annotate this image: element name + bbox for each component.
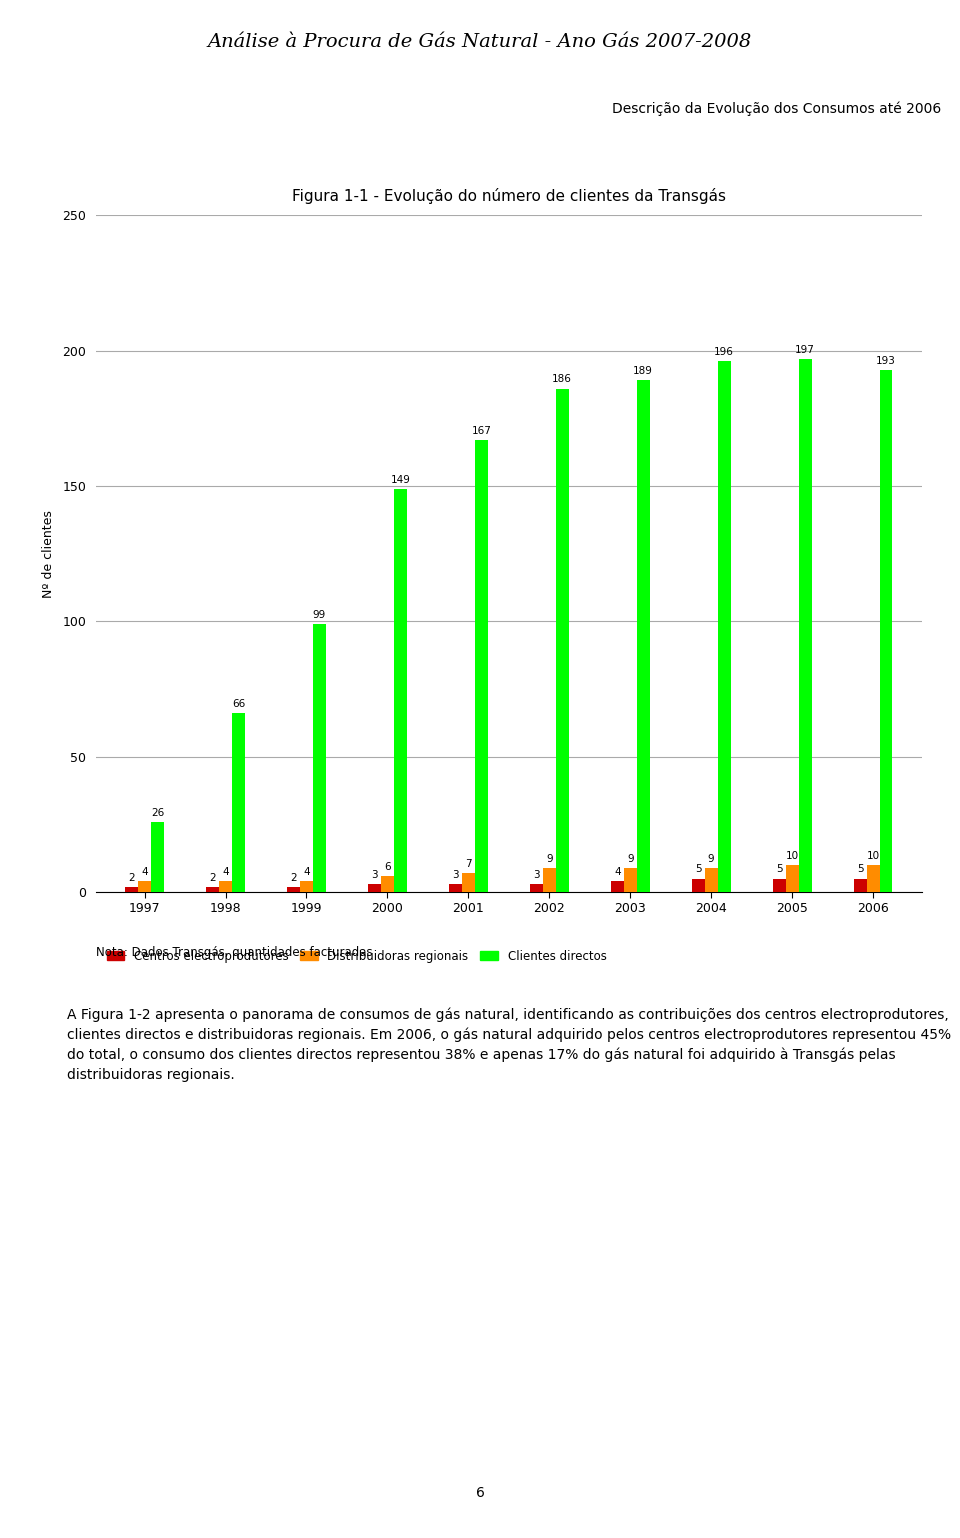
Text: 6: 6	[475, 1486, 485, 1500]
Text: 4: 4	[614, 867, 620, 877]
Bar	[219, 881, 232, 892]
Bar	[368, 884, 381, 892]
Text: 4: 4	[141, 867, 148, 877]
Text: 3: 3	[372, 871, 377, 880]
Text: 5: 5	[856, 864, 863, 875]
Text: 167: 167	[471, 426, 492, 435]
Bar	[624, 867, 636, 892]
Text: 99: 99	[313, 611, 326, 620]
Bar	[853, 878, 867, 892]
Bar	[611, 881, 624, 892]
Bar	[313, 624, 325, 892]
Text: 3: 3	[533, 871, 540, 880]
Bar	[867, 864, 879, 892]
Title: Figura 1-1 - Evolução do número de clientes da Transgás: Figura 1-1 - Evolução do número de clien…	[292, 189, 726, 205]
Text: 149: 149	[391, 475, 410, 484]
Bar	[879, 369, 893, 892]
Bar	[718, 361, 731, 892]
Y-axis label: Nº de clientes: Nº de clientes	[42, 509, 56, 598]
Bar	[773, 878, 785, 892]
Text: 6: 6	[384, 861, 391, 872]
Text: 9: 9	[546, 854, 553, 864]
Text: 9: 9	[627, 854, 634, 864]
Bar	[287, 886, 300, 892]
Bar	[799, 358, 811, 892]
Text: 4: 4	[303, 867, 310, 877]
Bar	[705, 867, 718, 892]
Bar	[636, 380, 650, 892]
Bar	[206, 886, 219, 892]
Text: 5: 5	[695, 864, 702, 875]
Text: 2: 2	[209, 872, 216, 883]
Bar	[462, 874, 475, 892]
Bar	[475, 440, 488, 892]
Text: 189: 189	[634, 366, 653, 377]
Bar	[692, 878, 705, 892]
Text: 186: 186	[552, 374, 572, 384]
Text: 66: 66	[231, 700, 245, 709]
Bar	[232, 714, 245, 892]
Bar	[394, 489, 407, 892]
Legend: Centros electroprodutores, Distribuidoras regionais, Clientes directos: Centros electroprodutores, Distribuidora…	[102, 946, 612, 967]
Bar	[125, 886, 138, 892]
Text: 26: 26	[151, 807, 164, 818]
Text: 4: 4	[222, 867, 228, 877]
Text: Nota: Dados Transgás, quantidades facturadas: Nota: Dados Transgás, quantidades factur…	[96, 946, 372, 958]
Text: 2: 2	[129, 872, 135, 883]
Text: 193: 193	[876, 355, 896, 366]
Text: A Figura 1-2 apresenta o panorama de consumos de gás natural, identificando as c: A Figura 1-2 apresenta o panorama de con…	[67, 1007, 951, 1081]
Bar	[300, 881, 313, 892]
Bar	[138, 881, 151, 892]
Bar	[151, 821, 164, 892]
Text: 10: 10	[785, 851, 799, 861]
Bar	[530, 884, 542, 892]
Text: 10: 10	[867, 851, 879, 861]
Text: 9: 9	[708, 854, 714, 864]
Text: Análise à Procura de Gás Natural - Ano Gás 2007-2008: Análise à Procura de Gás Natural - Ano G…	[208, 34, 752, 51]
Text: 5: 5	[776, 864, 782, 875]
Bar	[449, 884, 462, 892]
Text: 196: 196	[714, 348, 734, 357]
Bar	[542, 867, 556, 892]
Bar	[785, 864, 799, 892]
Text: 3: 3	[452, 871, 459, 880]
Bar	[381, 875, 394, 892]
Bar	[556, 389, 568, 892]
Text: Descrição da Evolução dos Consumos até 2006: Descrição da Evolução dos Consumos até 2…	[612, 102, 941, 115]
Text: 2: 2	[290, 872, 297, 883]
Text: 7: 7	[465, 860, 471, 869]
Text: 197: 197	[795, 345, 815, 355]
